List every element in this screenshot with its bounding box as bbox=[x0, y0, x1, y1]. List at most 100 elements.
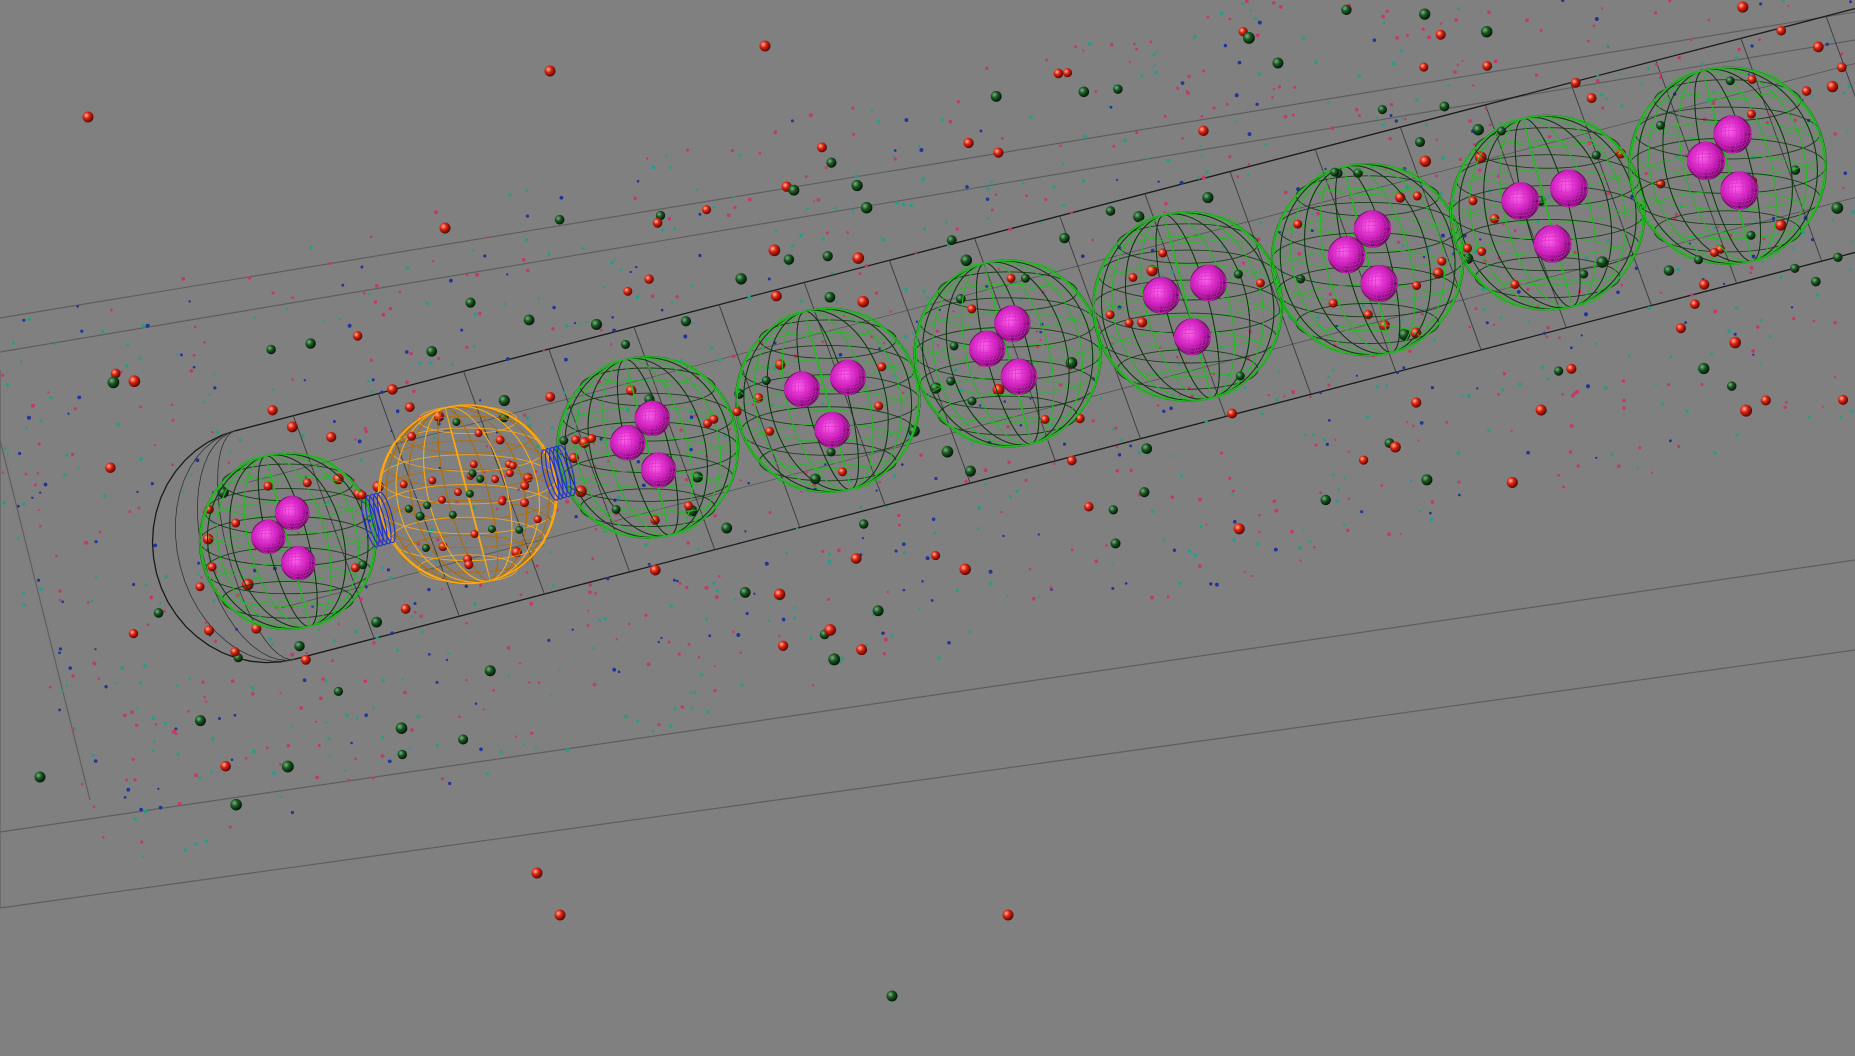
dust-point bbox=[270, 642, 274, 647]
inner-blob[interactable] bbox=[994, 305, 1031, 342]
red-particle bbox=[992, 383, 1005, 396]
connector-ring[interactable] bbox=[538, 444, 579, 502]
dust-point bbox=[479, 747, 483, 752]
red-particle bbox=[1389, 441, 1401, 453]
inner-blob[interactable] bbox=[1327, 236, 1366, 274]
dust-point bbox=[355, 717, 359, 720]
dust-point bbox=[1255, 33, 1260, 38]
dust-point bbox=[251, 749, 256, 754]
dust-point bbox=[698, 212, 702, 216]
red-particle bbox=[531, 867, 543, 879]
dust-point bbox=[1706, 98, 1711, 103]
green-particle bbox=[960, 254, 973, 267]
dust-point bbox=[1192, 34, 1197, 39]
inner-blob[interactable] bbox=[1360, 264, 1398, 303]
dust-point bbox=[1634, 266, 1639, 271]
dust-point bbox=[592, 646, 596, 650]
inner-blob[interactable] bbox=[1686, 141, 1726, 181]
cell-spheres[interactable] bbox=[180, 46, 1848, 649]
dust-point bbox=[1212, 372, 1216, 376]
dust-point bbox=[31, 403, 35, 408]
dust-point bbox=[1181, 137, 1184, 140]
inner-blob[interactable] bbox=[1501, 182, 1540, 221]
dust-point bbox=[1658, 71, 1662, 75]
inner-blob[interactable] bbox=[1533, 224, 1572, 263]
dust-point bbox=[1334, 438, 1337, 442]
dust-point bbox=[368, 292, 371, 296]
inner-blob[interactable] bbox=[1142, 276, 1180, 314]
dust-point bbox=[1297, 251, 1302, 256]
cell-sphere[interactable] bbox=[1072, 191, 1304, 422]
dust-point bbox=[1424, 123, 1429, 127]
red-particle bbox=[1775, 219, 1787, 231]
dust-point bbox=[1274, 508, 1279, 513]
dust-point bbox=[821, 340, 825, 344]
dust-point bbox=[123, 796, 127, 799]
inner-blob[interactable] bbox=[1000, 358, 1038, 395]
dust-point bbox=[252, 688, 255, 692]
inner-blob[interactable] bbox=[1173, 318, 1211, 356]
green-particle bbox=[929, 382, 942, 394]
dust-point bbox=[1479, 238, 1482, 241]
outer-bounding-box[interactable] bbox=[0, 11, 1855, 909]
dust-point bbox=[58, 598, 62, 602]
dust-point bbox=[1677, 444, 1681, 449]
cell-sphere[interactable] bbox=[180, 434, 396, 649]
cell-sphere[interactable] bbox=[1250, 143, 1485, 377]
connector-rings[interactable] bbox=[358, 444, 579, 549]
dust-point bbox=[751, 403, 755, 406]
particles-back bbox=[34, 1, 1849, 1002]
inner-blob[interactable] bbox=[1190, 264, 1227, 302]
dust-point bbox=[1326, 100, 1330, 104]
connector-ring[interactable] bbox=[358, 491, 399, 549]
dust-point bbox=[1311, 212, 1314, 215]
inner-blob[interactable] bbox=[829, 359, 866, 396]
inner-blob[interactable] bbox=[281, 545, 316, 581]
dust-point bbox=[689, 447, 693, 452]
dust-point bbox=[935, 329, 939, 333]
dust-point bbox=[1616, 290, 1620, 295]
dust-point bbox=[1712, 90, 1716, 93]
dust-point bbox=[1429, 511, 1432, 515]
green-particle bbox=[1656, 120, 1665, 130]
inner-blob[interactable] bbox=[251, 519, 286, 554]
inner-blob[interactable] bbox=[1550, 169, 1588, 208]
dust-point bbox=[27, 415, 31, 420]
inner-blob[interactable] bbox=[784, 371, 820, 408]
inner-blob[interactable] bbox=[1720, 171, 1759, 210]
dust-point bbox=[937, 656, 942, 660]
cell-sphere[interactable] bbox=[715, 288, 940, 512]
cell-sphere[interactable] bbox=[537, 337, 759, 558]
dust-point bbox=[988, 581, 993, 586]
cell-sphere[interactable] bbox=[1607, 46, 1848, 286]
dust-point bbox=[218, 717, 221, 720]
dust-point bbox=[690, 322, 694, 325]
inner-blob[interactable] bbox=[634, 400, 670, 437]
green-particle bbox=[1480, 25, 1493, 38]
inner-blob[interactable] bbox=[1353, 210, 1392, 248]
green-particle bbox=[426, 345, 438, 357]
dust-point bbox=[1595, 456, 1598, 460]
dust-point bbox=[202, 400, 206, 404]
dust-point bbox=[1456, 450, 1461, 455]
inner-blob[interactable] bbox=[1713, 115, 1752, 154]
cell-sphere[interactable] bbox=[1429, 94, 1667, 331]
cell-sphere-selected[interactable] bbox=[358, 385, 577, 603]
green-particle bbox=[397, 749, 407, 760]
inner-blob[interactable] bbox=[640, 452, 677, 488]
inner-blob[interactable] bbox=[274, 495, 310, 531]
dust-point bbox=[904, 287, 908, 292]
dust-point bbox=[93, 759, 98, 763]
dust-point bbox=[1389, 114, 1393, 117]
inner-blob[interactable] bbox=[814, 411, 851, 448]
dust-point bbox=[698, 253, 702, 258]
green-particle bbox=[590, 318, 603, 330]
cell-sphere[interactable] bbox=[894, 240, 1122, 468]
inner-blob[interactable] bbox=[968, 330, 1006, 368]
inner-blob[interactable] bbox=[610, 425, 646, 461]
dust-point bbox=[1243, 570, 1247, 573]
dust-point bbox=[1768, 334, 1772, 338]
dust-point bbox=[1749, 265, 1754, 270]
